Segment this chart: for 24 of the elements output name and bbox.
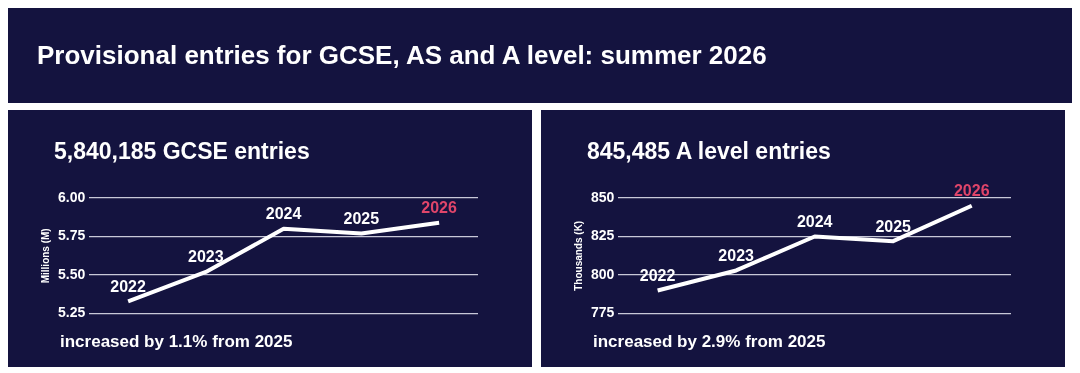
x-tick-label: 2023 [718, 246, 755, 264]
x-tick-label: 2024 [265, 205, 302, 223]
y-axis-title: Millions (M) [39, 228, 51, 284]
chart-subtitle: 845,485 A level entries [587, 138, 831, 165]
x-tick-label: 2026 [953, 182, 990, 200]
text: increased by 1.1% from 2025 [60, 332, 293, 352]
x-tick-label: 2025 [343, 209, 380, 227]
y-tick-label: 5.75 [58, 227, 86, 244]
y-tick-label: 800 [591, 265, 615, 282]
y-axis-title: Thousands (K) [572, 220, 584, 291]
y-tick-label: 5.50 [58, 265, 86, 282]
y-tick-label: 825 [591, 227, 615, 244]
chart-title: Provisional entries for GCSE, AS and A level: summer 2026 [37, 40, 767, 71]
text: increased by 2.9% from 2025 [593, 332, 826, 352]
x-tick-label: 2023 [188, 248, 224, 266]
chart-subtitle: 5,840,185 GCSE entries [54, 138, 310, 165]
y-tick-label: 5.25 [58, 304, 86, 321]
x-tick-label: 2026 [421, 199, 458, 217]
x-tick-label: 2022 [110, 277, 147, 295]
x-tick-label: 2025 [875, 217, 912, 235]
x-tick-label: 2024 [796, 212, 833, 230]
y-tick-label: 850 [591, 188, 615, 205]
y-tick-label: 6.00 [58, 188, 86, 205]
y-tick-label: 775 [591, 304, 615, 321]
